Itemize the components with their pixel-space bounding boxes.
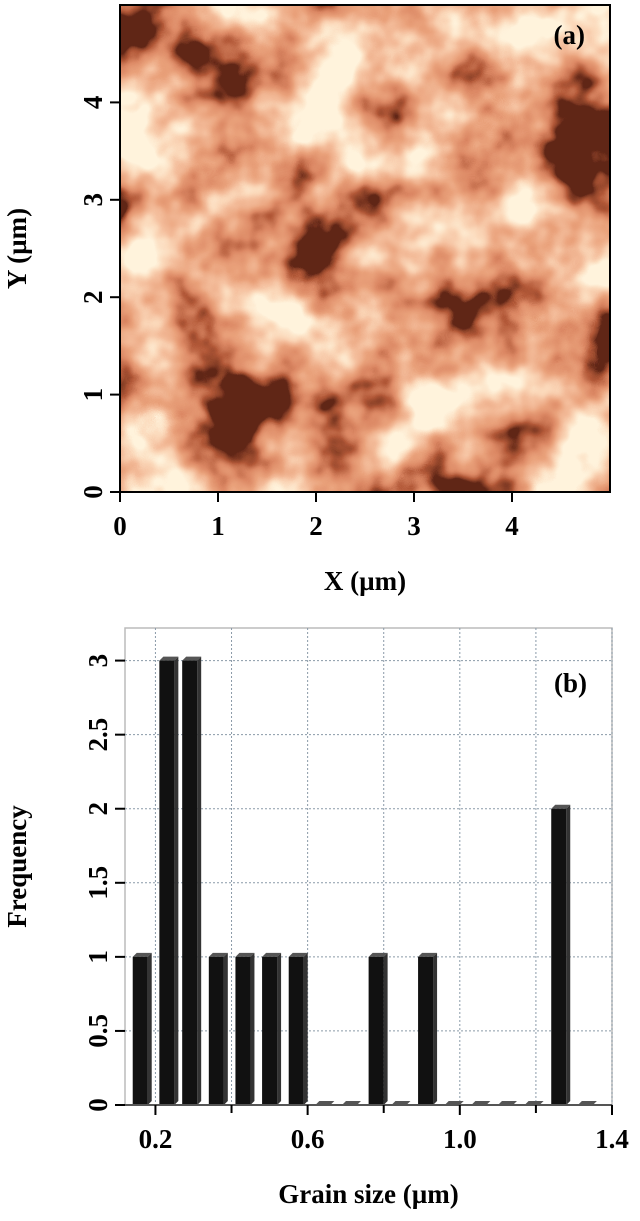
y-tick-label: 2 (78, 290, 108, 304)
bar-side (303, 952, 308, 1105)
x-tick-label: 1.0 (443, 1124, 477, 1154)
x-axis-label: X (µm) (324, 566, 406, 596)
y-axis-label: Frequency (2, 805, 32, 928)
bar-side (223, 952, 228, 1105)
bar (418, 956, 434, 1105)
bar (159, 660, 175, 1105)
bar-top (262, 952, 282, 957)
bar-side (250, 952, 255, 1105)
x-tick-label: 1.4 (595, 1124, 629, 1154)
panel-label: (a) (554, 20, 585, 50)
x-tick-label: 4 (505, 511, 519, 541)
y-tick-label: 3 (83, 654, 113, 668)
bar-top (132, 952, 152, 957)
x-tick-label: 1 (211, 511, 225, 541)
x-tick-label: 3 (407, 511, 421, 541)
bar (132, 956, 148, 1105)
y-tick-label: 3 (78, 193, 108, 207)
bar-side (174, 656, 179, 1105)
y-tick-label: 0 (83, 1098, 113, 1112)
bar-side (383, 952, 388, 1105)
panel-label: (b) (554, 668, 587, 698)
bar-side (566, 804, 571, 1105)
x-tick-label: 0 (113, 511, 127, 541)
bar (551, 808, 567, 1105)
bar-top (288, 952, 308, 957)
y-tick-label: 0 (78, 485, 108, 499)
bar (182, 660, 198, 1105)
y-tick-label: 1 (83, 950, 113, 964)
bar (235, 956, 251, 1105)
y-tick-label: 1 (78, 388, 108, 402)
bar-top (551, 804, 571, 809)
bar-side (277, 952, 282, 1105)
plot-frame (124, 627, 613, 1106)
bar (288, 956, 304, 1105)
y-tick-label: 1.5 (83, 866, 113, 900)
bar-top (235, 952, 255, 957)
y-axis-label: Y (µm) (2, 208, 32, 289)
bar-top (368, 952, 388, 957)
x-axis-label: Grain size (µm) (278, 1179, 459, 1209)
bar-top (182, 656, 202, 661)
bar-side (197, 656, 202, 1105)
y-tick-label: 4 (78, 96, 108, 110)
x-tick-label: 0.2 (139, 1124, 173, 1154)
bar-top (208, 952, 228, 957)
bar (208, 956, 224, 1105)
bar-top (159, 656, 179, 661)
bar (262, 956, 278, 1105)
y-tick-label: 2 (83, 802, 113, 816)
bar-side (433, 952, 438, 1105)
plot-frame (119, 4, 611, 493)
afm-image (120, 5, 610, 492)
x-tick-label: 0.6 (291, 1124, 325, 1154)
bar-side (147, 952, 152, 1105)
y-tick-label: 2.5 (83, 718, 113, 752)
y-tick-label: 0.5 (83, 1014, 113, 1048)
bar (368, 956, 384, 1105)
bar-top (418, 952, 438, 957)
x-tick-label: 2 (309, 511, 323, 541)
